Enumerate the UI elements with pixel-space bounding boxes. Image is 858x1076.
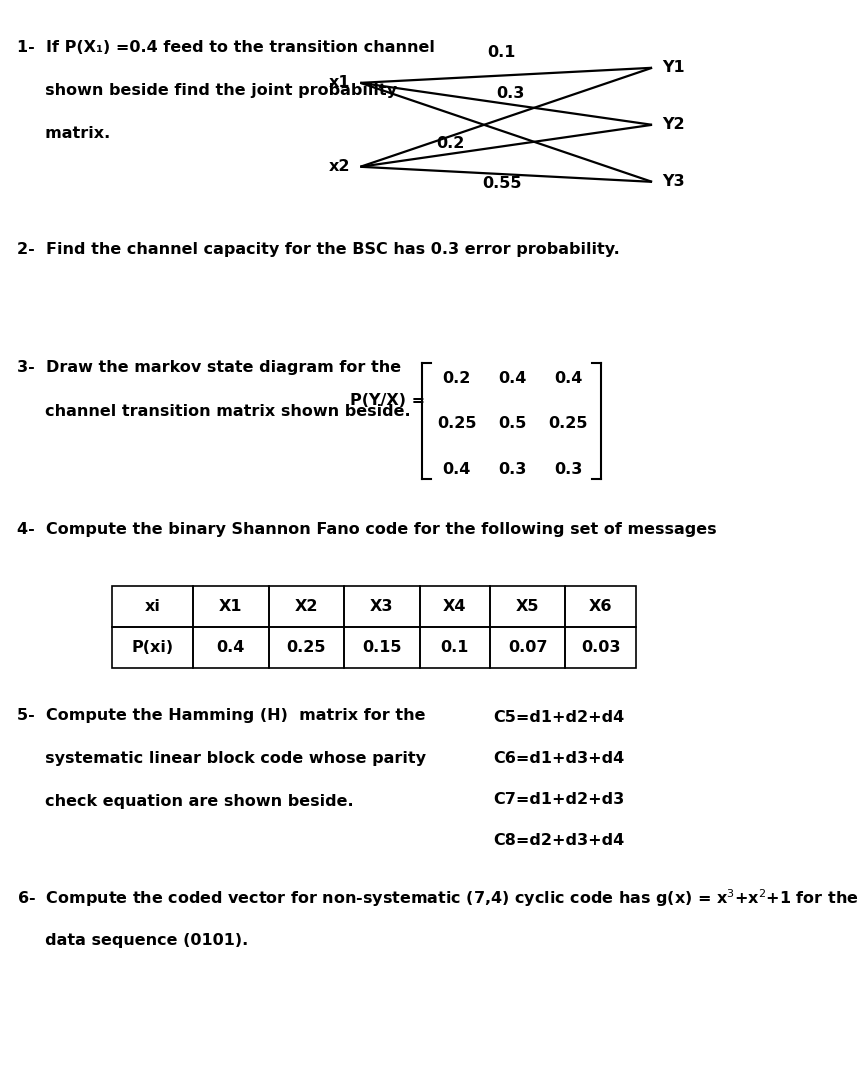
Text: 0.55: 0.55	[482, 176, 522, 192]
Text: C5=d1+d2+d4: C5=d1+d2+d4	[493, 710, 625, 725]
Text: 0.2: 0.2	[436, 136, 465, 151]
Bar	[420, 627, 490, 668]
Text: xi: xi	[144, 599, 160, 614]
Text: X1: X1	[219, 599, 243, 614]
Text: Y2: Y2	[662, 117, 685, 132]
Text: x2: x2	[329, 159, 350, 174]
Text: P(Y/X) =: P(Y/X) =	[349, 393, 425, 408]
Text: matrix.: matrix.	[17, 126, 111, 141]
Bar	[420, 586, 490, 627]
Text: 0.25: 0.25	[437, 416, 477, 431]
Text: Y1: Y1	[662, 60, 685, 75]
Text: 0.07: 0.07	[508, 640, 547, 655]
Text: shown beside find the joint probability: shown beside find the joint probability	[17, 83, 397, 98]
Text: systematic linear block code whose parity: systematic linear block code whose parit…	[17, 751, 426, 766]
Bar	[112, 627, 193, 668]
Bar	[490, 586, 565, 627]
Text: X2: X2	[294, 599, 318, 614]
Bar	[269, 586, 344, 627]
Bar	[344, 586, 420, 627]
Bar	[112, 586, 193, 627]
Text: 0.5: 0.5	[498, 416, 527, 431]
Bar	[344, 627, 420, 668]
Bar	[193, 627, 269, 668]
Bar	[193, 586, 269, 627]
Text: 0.1: 0.1	[487, 45, 517, 60]
Bar	[565, 586, 636, 627]
Text: x1: x1	[329, 75, 350, 90]
Text: 0.03: 0.03	[581, 640, 620, 655]
Text: C7=d1+d2+d3: C7=d1+d2+d3	[493, 792, 625, 807]
Text: 0.25: 0.25	[548, 416, 589, 431]
Text: 6-  Compute the coded vector for non-systematic (7,4) cyclic code has g(x) = x$^: 6- Compute the coded vector for non-syst…	[17, 888, 858, 909]
Text: P(xi): P(xi)	[131, 640, 173, 655]
Text: 1-  If P(X₁) =0.4 feed to the transition channel: 1- If P(X₁) =0.4 feed to the transition …	[17, 40, 435, 55]
Text: 0.1: 0.1	[440, 640, 469, 655]
Text: Y3: Y3	[662, 174, 685, 189]
Text: 0.4: 0.4	[443, 462, 471, 477]
Text: C8=d2+d3+d4: C8=d2+d3+d4	[493, 833, 625, 848]
Text: 0.15: 0.15	[362, 640, 402, 655]
Text: 4-  Compute the binary Shannon Fano code for the following set of messages: 4- Compute the binary Shannon Fano code …	[17, 522, 716, 537]
Text: 0.4: 0.4	[216, 640, 245, 655]
Text: 0.25: 0.25	[287, 640, 326, 655]
Text: 0.3: 0.3	[496, 86, 525, 101]
Text: 0.3: 0.3	[498, 462, 527, 477]
Text: X6: X6	[589, 599, 613, 614]
Text: 2-  Find the channel capacity for the BSC has 0.3 error probability.: 2- Find the channel capacity for the BSC…	[17, 242, 620, 257]
Text: X4: X4	[443, 599, 467, 614]
Text: 0.2: 0.2	[443, 371, 471, 386]
Text: C6=d1+d3+d4: C6=d1+d3+d4	[493, 751, 625, 766]
Text: 0.4: 0.4	[498, 371, 527, 386]
Text: channel transition matrix shown beside.: channel transition matrix shown beside.	[17, 404, 411, 419]
Text: 0.3: 0.3	[554, 462, 583, 477]
Bar	[490, 627, 565, 668]
Text: 3-  Draw the markov state diagram for the: 3- Draw the markov state diagram for the	[17, 360, 402, 376]
Text: 5-  Compute the Hamming (H)  matrix for the: 5- Compute the Hamming (H) matrix for th…	[17, 708, 426, 723]
Bar	[565, 627, 636, 668]
Text: check equation are shown beside.: check equation are shown beside.	[17, 794, 353, 809]
Text: X5: X5	[516, 599, 540, 614]
Bar	[269, 627, 344, 668]
Text: X3: X3	[370, 599, 394, 614]
Text: 0.4: 0.4	[554, 371, 583, 386]
Text: data sequence (0101).: data sequence (0101).	[17, 933, 249, 948]
